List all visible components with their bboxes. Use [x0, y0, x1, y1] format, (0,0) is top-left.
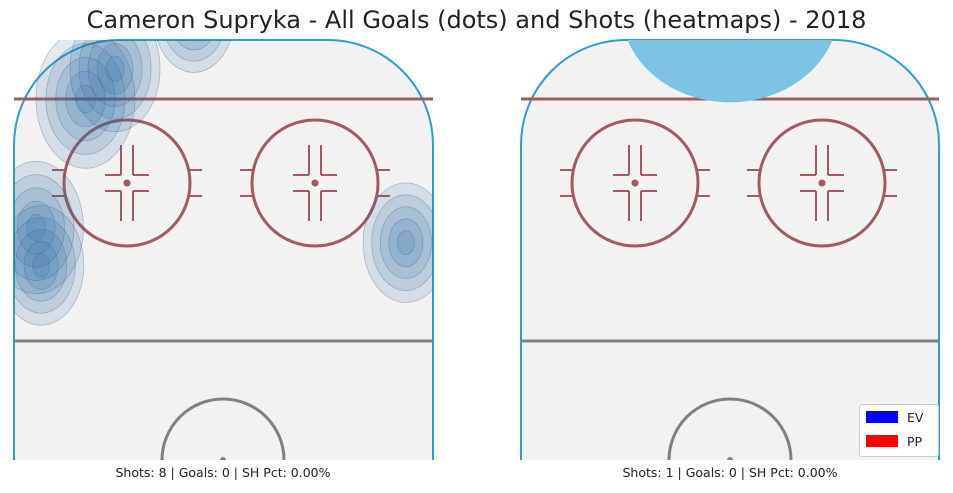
legend-swatch-pp	[866, 435, 898, 447]
chart-title: Cameron Supryka - All Goals (dots) and S…	[86, 6, 867, 34]
rink-left-faceoff-circle-right-ring	[250, 118, 380, 248]
shot-density-contour-0-3-1	[32, 253, 51, 278]
shot-density-contour-0-1-3	[87, 40, 143, 107]
shot-density-contour-0-0-4	[45, 43, 126, 155]
shot-density-contour-0-2-1	[26, 213, 47, 242]
shot-density-contour-0-1-5	[69, 40, 161, 133]
shot-density-contour-0-2-3	[14, 187, 65, 268]
legend: EV PP	[859, 404, 939, 457]
shot-density-contour-0-2-2	[16, 200, 56, 255]
shot-density-contour-0-4-2	[388, 218, 424, 268]
rink-right-faceoff-circle-right-ring	[757, 118, 887, 248]
shot-density-contour-0-4-1	[396, 230, 415, 256]
shot-density-contour-0-1-4	[78, 40, 152, 120]
rink-left-shot-heatmap	[14, 0, 433, 326]
rink-right-faceoff-circle-left	[560, 118, 710, 248]
rink-right-center-circle	[667, 397, 793, 460]
rink-right-faceoff-circle-right	[747, 118, 897, 248]
legend-label-pp: PP	[907, 433, 923, 449]
rink-right-faceoff-circle-left-dot	[631, 179, 639, 187]
rink-right-center-dot	[727, 457, 733, 460]
rink-left-faceoff-circle-left-dot	[123, 179, 131, 187]
shot-density-contour-0-3-5	[14, 205, 85, 326]
rink-left-faceoff-circle-left	[52, 118, 202, 248]
legend-item-ev: EV	[866, 409, 924, 425]
shot-density-contour-0-5-1	[186, 4, 202, 27]
rink-left-faceoff-circle-left-ring	[62, 118, 192, 248]
shot-density-contour-1-0-2	[686, 0, 773, 46]
shot-density-contour-0-1-1	[105, 55, 125, 82]
shot-density-contour-0-0-1	[75, 84, 96, 114]
rink-left-faceoff-circle-right-dot	[311, 179, 319, 187]
rink-left-markings	[14, 97, 433, 460]
right-panel-caption: Shots: 1 | Goals: 0 | SH Pct: 0.00%	[622, 465, 838, 480]
shot-density-contour-0-2-4	[14, 174, 75, 281]
shot-density-contour-0-0-5	[35, 40, 136, 169]
shot-density-contour-0-5-4	[166, 40, 222, 62]
shot-density-contour-0-4-4	[371, 194, 433, 291]
shot-density-contour-1-0-5	[627, 40, 833, 103]
shot-density-contour-0-4-5	[362, 182, 433, 303]
legend-label-ev: EV	[907, 409, 924, 425]
legend-item-pp: PP	[866, 433, 923, 449]
rink-right-faceoff-circle-right-dot	[818, 179, 826, 187]
shot-density-contour-0-0-3	[55, 57, 116, 141]
rink-right-markings	[521, 97, 939, 460]
shot-density-contour-0-5-5	[156, 40, 231, 73]
shot-density-contour-0-3-2	[23, 241, 59, 290]
shot-density-contour-0-5-2	[178, 0, 210, 38]
left-panel-caption: Shots: 8 | Goals: 0 | SH Pct: 0.00%	[115, 465, 331, 480]
rink-right-shot-heatmap	[627, 0, 833, 103]
shot-density-contour-0-3-3	[15, 229, 68, 302]
rink-right	[520, 0, 940, 460]
rink-left-center-circle	[160, 397, 286, 460]
rink-left-center-dot	[220, 457, 226, 460]
rink-left	[13, 0, 434, 460]
shot-density-contour-0-0-2	[65, 70, 106, 128]
rink-right-faceoff-circle-left-ring	[570, 118, 700, 248]
shot-density-contour-0-3-4	[14, 217, 76, 314]
shot-density-contour-1-0-1	[708, 0, 752, 27]
rink-right-boards	[520, 39, 940, 460]
shot-density-contour-0-1-2	[96, 43, 134, 95]
legend-swatch-ev	[866, 411, 898, 423]
shot-density-contour-0-2-5	[14, 161, 84, 295]
shot-density-contour-0-4-3	[379, 206, 432, 279]
rink-left-faceoff-circle-right	[240, 118, 390, 248]
shot-density-contour-0-5-3	[176, 40, 212, 51]
